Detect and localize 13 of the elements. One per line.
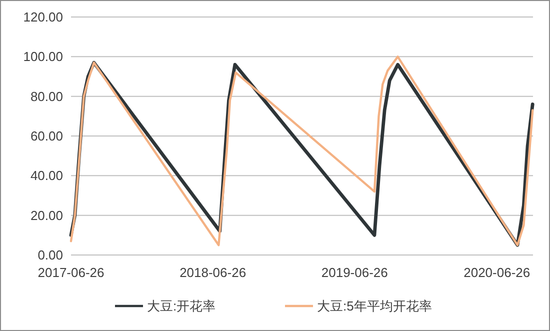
y-tick-label: 20.00 bbox=[30, 208, 63, 223]
y-tick-label: 0.00 bbox=[38, 248, 63, 263]
y-tick-label: 80.00 bbox=[30, 88, 63, 104]
y-tick-label: 120.00 bbox=[23, 10, 63, 25]
y-tick-label: 100.00 bbox=[23, 49, 63, 64]
x-tick-label: 2019-06-26 bbox=[321, 265, 388, 280]
y-tick-label: 60.00 bbox=[30, 128, 63, 144]
x-tick-label: 2018-06-26 bbox=[180, 265, 246, 280]
legend-label: 大豆:开花率 bbox=[147, 298, 216, 314]
x-tick-label: 2020-06-26 bbox=[464, 265, 530, 280]
x-tick-label: 2017-06-26 bbox=[38, 265, 104, 280]
y-tick-label: 40.00 bbox=[30, 168, 63, 184]
legend-label: 大豆:5年平均开花率 bbox=[317, 298, 432, 314]
